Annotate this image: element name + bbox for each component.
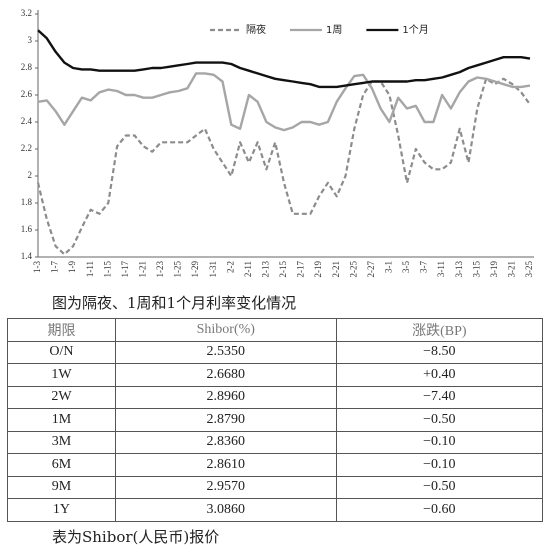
x-tick-label: 1-17 [120,261,130,278]
x-tick-label: 2-13 [260,261,270,278]
table-cell: −0.10 [336,453,543,477]
x-tick-label: 2-15 [278,261,288,278]
legend-label: 1周 [326,24,342,36]
y-tick-label: 1.6 [21,224,33,234]
x-tick-label: 1-7 [50,261,60,273]
table-cell: 1Y [7,498,116,522]
x-tick-label: 1-23 [155,261,165,278]
x-tick-label: 3-21 [506,261,516,278]
table-row: 1Y 3.0860 −0.60 [7,498,543,522]
table-cell: −0.50 [336,408,543,432]
y-tick-label: 2 [28,170,33,180]
table-cell: 3M [7,430,116,454]
table-cell: 1M [7,408,116,432]
header-cell: 期限 [7,318,116,342]
y-tick-label: 3 [28,35,33,45]
table-cell: 6M [7,453,116,477]
legend-label: 1个月 [402,24,428,36]
shibor-table: 期限 Shibor(%) 涨跌(BP) O/N 2.5350 −8.50 1W 2.6680 +… [7,318,543,522]
series-line [36,77,531,256]
table-cell: −0.10 [336,430,543,454]
x-tick-label: 1-9 [67,261,77,273]
x-tick-label: 2-25 [348,261,358,278]
table-caption: 表为Shibor(人民币)报价 [52,528,220,546]
chart: 1.4 1.6 1.8 2 2.2 2.4 2.6 2.8 3 3.2 1-3 1-7 1-9 1-11 1… [21,8,534,278]
x-tick-label: 3-11 [436,261,446,277]
table-cell: 2.6680 [115,363,337,387]
table-cell: 2.8610 [115,453,337,477]
chart-caption: 图为隔夜、1周和1个月利率变化情况 [52,294,297,312]
x-tick-label: 2-17 [296,261,306,278]
x-tick-label: 2-2 [225,261,235,273]
x-tick-label: 1-3 [32,261,42,273]
x-tick-label: 1-21 [137,261,147,278]
x-tick-label: 1-11 [85,261,95,277]
y-tick-label: 3.2 [21,8,32,18]
x-tick-label: 2-21 [331,261,341,278]
x-tick-label: 3-25 [524,261,534,278]
x-tick-label: 1-15 [102,261,112,278]
x-tick-label: 3-15 [471,261,481,278]
x-tick-label: 3-13 [454,261,464,278]
y-tick-label: 2.8 [21,62,33,72]
table-row: 1M 2.8790 −0.50 [7,408,543,432]
table-cell: 2.8960 [115,385,337,409]
x-tick-label: 2-19 [313,261,323,278]
table-cell: 2.8790 [115,408,337,432]
table-row: 9M 2.9570 −0.50 [7,475,543,499]
table-row: 1W 2.6680 +0.40 [7,363,543,387]
table-cell: 2.9570 [115,475,337,499]
x-tick-label: 3-19 [489,261,499,278]
x-tick-label: 1-25 [173,261,183,278]
x-tick-label: 1-31 [208,261,218,278]
table-row: O/N 2.5350 −8.50 [7,340,543,364]
x-tick-label: 3-5 [401,261,411,273]
header-row: 期限 Shibor(%) 涨跌(BP) [7,318,543,342]
series-line [37,72,531,132]
header-cell: 涨跌(BP) [336,318,543,342]
table-cell: −0.50 [336,475,543,499]
x-tick-label: 3-1 [383,261,393,273]
y-tick-label: 2.2 [21,143,32,153]
table-row: 3M 2.8360 −0.10 [7,430,543,454]
table-cell: 3.0860 [115,498,337,522]
table-cell: 2.5350 [115,340,337,364]
table-cell: −0.60 [336,498,543,522]
x-tick-label: 2-27 [366,261,376,278]
series-line [37,29,531,89]
x-tick-label: 1-29 [190,261,200,278]
y-tick-label: 2.4 [21,116,33,126]
x-tick-label: 3-7 [419,261,429,273]
y-tick-label: 1.4 [21,251,33,261]
table-cell: 1W [7,363,116,387]
table-cell: O/N [7,340,116,364]
table-row: 2W 2.8960 −7.40 [7,385,543,409]
legend-label: 隔夜 [246,23,266,36]
table-cell: +0.40 [336,363,543,387]
table-cell: −8.50 [336,340,543,364]
table-cell: 2.8360 [115,430,337,454]
table-cell: 9M [7,475,116,499]
x-tick-label: 2-11 [243,261,253,277]
header-cell: Shibor(%) [115,318,337,342]
y-tick-label: 2.6 [21,89,33,99]
y-tick-label: 1.8 [21,197,33,207]
table-row: 6M 2.8610 −0.10 [7,453,543,477]
table-cell: −7.40 [336,385,543,409]
table-cell: 2W [7,385,116,409]
